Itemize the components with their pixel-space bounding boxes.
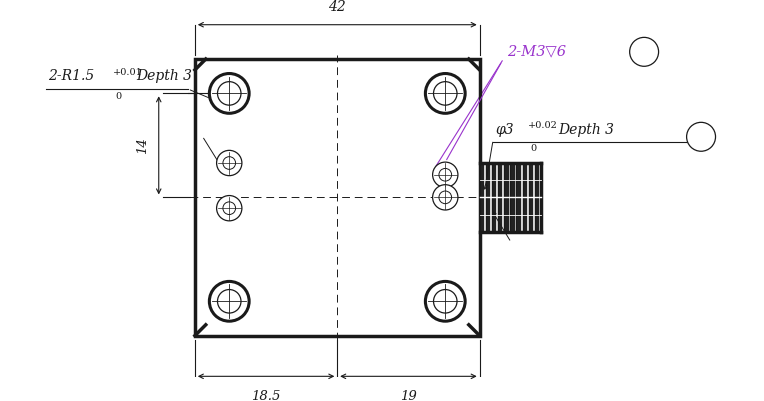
- Circle shape: [630, 37, 659, 66]
- Circle shape: [432, 185, 458, 210]
- Text: +0.02: +0.02: [527, 121, 558, 130]
- Text: 0: 0: [530, 144, 536, 153]
- Text: 4: 4: [697, 130, 705, 143]
- Circle shape: [209, 73, 249, 113]
- Text: 0: 0: [115, 91, 121, 101]
- Bar: [195, 59, 480, 336]
- Circle shape: [426, 73, 465, 113]
- Circle shape: [432, 162, 458, 187]
- Text: +0.01: +0.01: [112, 68, 143, 77]
- Text: 42: 42: [329, 0, 346, 14]
- Text: 2-M3▽6: 2-M3▽6: [507, 45, 565, 59]
- Text: 18.5: 18.5: [251, 390, 280, 401]
- Circle shape: [687, 122, 716, 151]
- Circle shape: [216, 150, 242, 176]
- Text: φ3: φ3: [495, 123, 513, 137]
- Circle shape: [209, 282, 249, 321]
- Circle shape: [426, 282, 465, 321]
- Text: 2-R1.5: 2-R1.5: [47, 69, 94, 83]
- Text: 19: 19: [400, 390, 417, 401]
- Circle shape: [216, 196, 242, 221]
- Text: Depth 3: Depth 3: [136, 69, 193, 83]
- Text: 14: 14: [136, 137, 149, 154]
- Text: Depth 3: Depth 3: [558, 123, 614, 137]
- Text: 5: 5: [640, 45, 648, 58]
